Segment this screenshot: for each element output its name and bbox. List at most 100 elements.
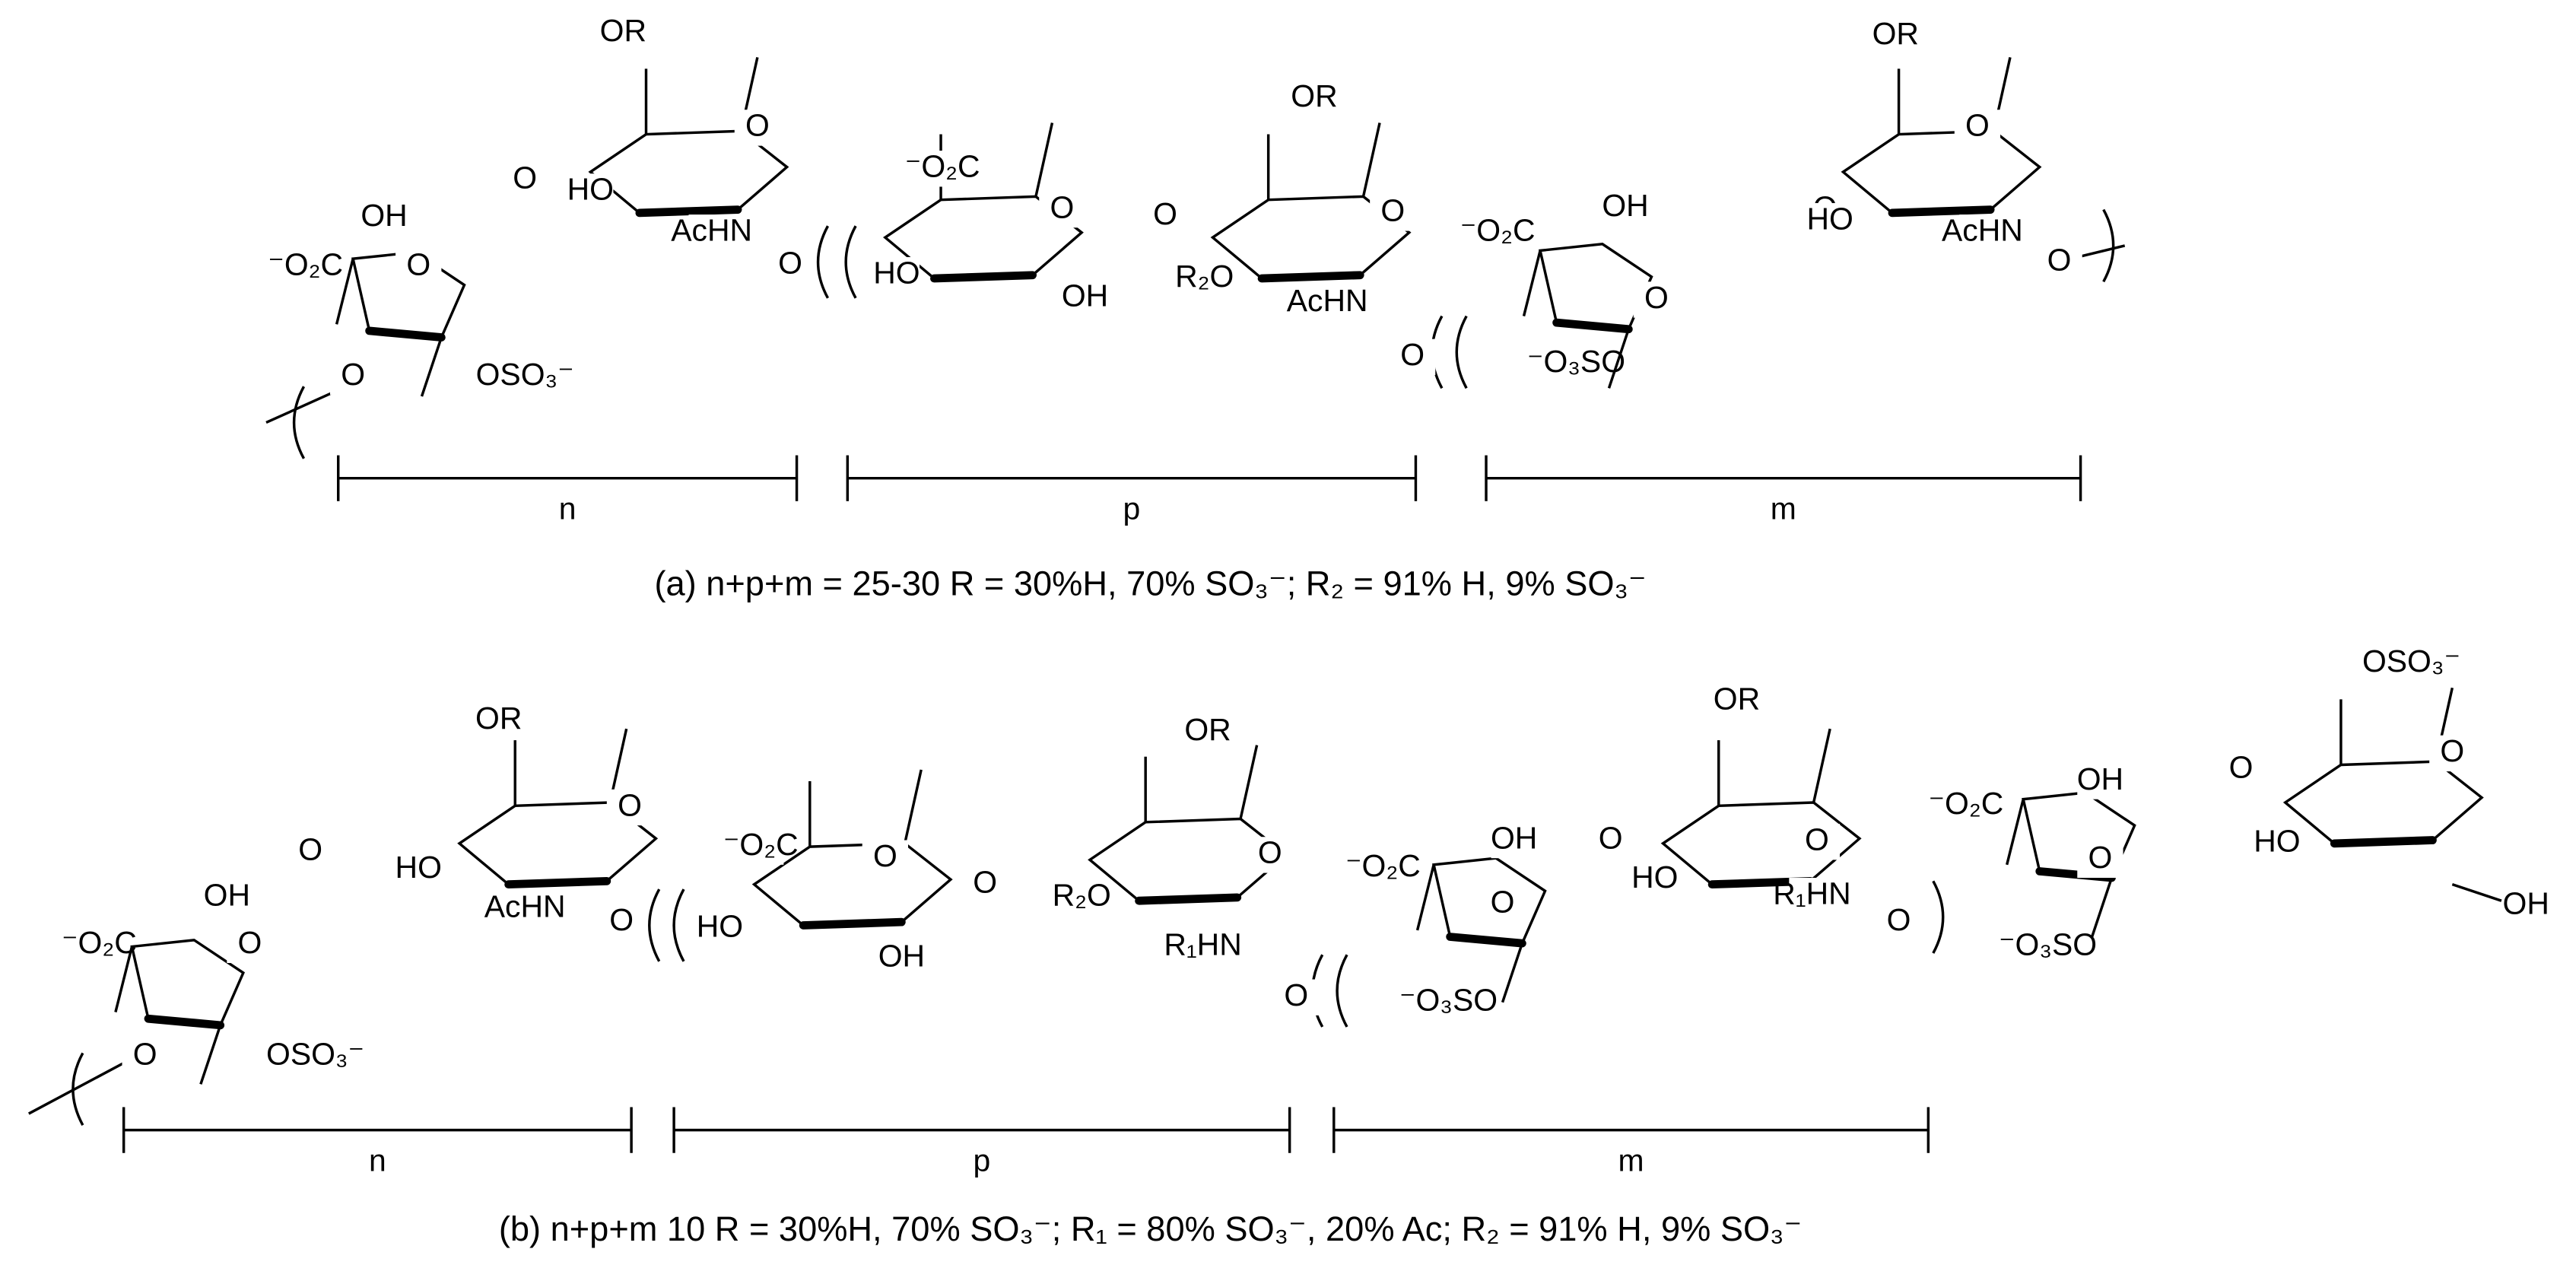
atom-label: O: [238, 925, 262, 960]
label-background: [1602, 189, 1649, 227]
label-background: [1180, 928, 1226, 965]
atom-label: R₂O: [1175, 259, 1234, 294]
parenthesis: [816, 225, 830, 299]
label-background: [502, 358, 548, 395]
atom-label: O: [298, 831, 322, 866]
label-background: [2254, 825, 2301, 862]
atom-label: HO: [2254, 824, 2300, 859]
atom-label: ⁻O₂C: [723, 827, 799, 862]
label-background: [2429, 735, 2476, 772]
atom-label: ⁻O₃SO: [1527, 344, 1625, 379]
label-background: [287, 833, 334, 870]
label-background: [502, 891, 548, 927]
atom-label: O: [873, 838, 897, 873]
ring-bond-front: [144, 1014, 225, 1030]
atom-label: OH: [2503, 885, 2549, 920]
atom-label: AcHN: [1287, 283, 1368, 318]
atom-label: O: [1400, 337, 1425, 372]
label-background: [1872, 17, 1919, 55]
substituent-bond: [1415, 864, 1435, 931]
ring-bond: [457, 801, 659, 885]
substituent-bond: [1522, 250, 1542, 316]
ring-bond-front: [799, 917, 906, 930]
label-background: [395, 249, 442, 285]
atom-label: R₁HN: [1164, 926, 1241, 961]
atom-label: O: [1258, 835, 1282, 870]
label-background: [502, 162, 548, 199]
label-background: [1942, 787, 1990, 824]
atom-label: HO: [1631, 860, 1678, 895]
atom-label: O: [341, 357, 365, 392]
label-background: [1184, 714, 1231, 751]
label-background: [962, 866, 1008, 903]
label-background: [697, 911, 743, 947]
substituent-bond: [199, 1025, 222, 1085]
parenthesis: [1336, 954, 1348, 1028]
ring-bond-front: [1257, 271, 1364, 283]
label-background: [122, 1038, 168, 1075]
parenthesis: [2102, 208, 2115, 283]
atom-label: O: [745, 108, 770, 143]
atom-label: O: [133, 1037, 157, 1072]
atom-label: OSO₃⁻: [476, 357, 574, 392]
label-background: [1039, 191, 1085, 228]
ring-bond-front: [635, 205, 742, 218]
atom-label: OH: [1491, 820, 1537, 855]
ring-bond: [1210, 195, 1412, 280]
atom-label: ⁻O₂C: [905, 149, 980, 184]
label-background: [2025, 928, 2071, 965]
substituent-bond: [904, 769, 923, 844]
atom-label: O: [1153, 196, 1177, 231]
atom-label: OSO₃⁻: [266, 1037, 364, 1072]
atom-label: O: [2047, 242, 2072, 277]
label-background: [1247, 837, 1293, 873]
ring-bond: [1660, 801, 1862, 885]
label-background: [361, 199, 408, 237]
atom-label: AcHN: [671, 213, 752, 248]
label-background: [1474, 215, 1521, 251]
label-background: [1425, 984, 1472, 1021]
atom-label: OR: [1184, 712, 1231, 747]
substituent-bond: [1361, 122, 1381, 197]
atom-label: OH: [2077, 761, 2123, 796]
atom-label: OH: [878, 938, 925, 973]
label-background: [1304, 284, 1351, 321]
atom-label: O: [406, 247, 430, 282]
label-background: [2077, 763, 2123, 799]
label-background: [567, 173, 614, 210]
atom-label: HO: [697, 909, 743, 944]
substituent-bond: [2091, 877, 2114, 938]
label-background: [76, 926, 122, 963]
label-background: [1876, 904, 1922, 940]
label-background: [1360, 850, 1406, 886]
label-background: [600, 14, 646, 51]
atom-label: HO: [873, 256, 920, 291]
label-background: [1587, 822, 1634, 859]
ring-bond-front: [365, 326, 446, 342]
label-background: [329, 358, 376, 395]
ring-bond: [130, 939, 246, 1026]
substituent-bond: [1034, 122, 1054, 197]
atom-label: HO: [395, 850, 442, 885]
ring-bond-front: [1135, 893, 1242, 905]
substituent-bond: [1607, 329, 1630, 389]
label-background: [1789, 878, 1835, 914]
substituent-bond: [1501, 942, 1524, 1003]
label-background: [395, 851, 442, 888]
atom-label: O: [2440, 733, 2464, 768]
label-background: [1273, 979, 1320, 1015]
substituent-bond: [1812, 728, 1831, 803]
atom-label: ⁻O₃SO: [1999, 926, 2097, 961]
atom-label: O: [1284, 977, 1308, 1012]
parenthesis: [1932, 880, 1945, 954]
ring-bond-front: [1552, 318, 1633, 334]
repeat-label: n: [369, 1143, 386, 1178]
atom-label: ⁻O₂C: [268, 247, 343, 282]
atom-label: O: [2088, 840, 2113, 875]
label-background: [2077, 841, 2123, 879]
ring-bond-front: [1888, 205, 1995, 218]
label-background: [1389, 338, 1436, 376]
label-background: [1291, 80, 1338, 116]
label-background: [1491, 822, 1537, 859]
